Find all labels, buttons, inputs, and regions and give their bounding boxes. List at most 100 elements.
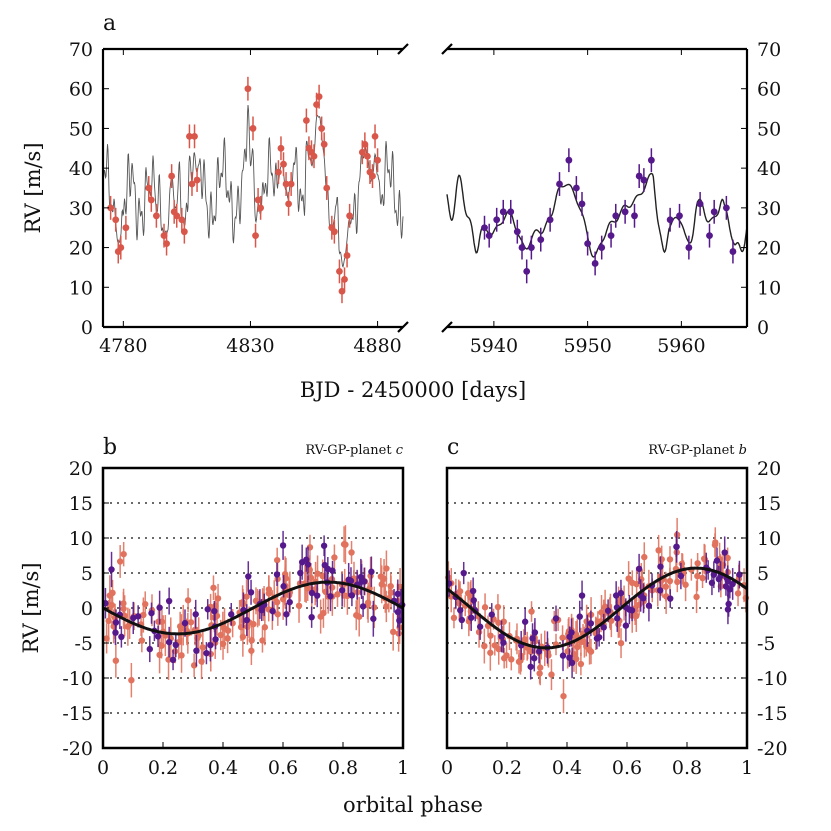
data-marker [287, 180, 295, 188]
data-marker [666, 577, 674, 585]
data-point [552, 633, 560, 656]
data-marker [184, 597, 192, 604]
data-point [315, 84, 323, 109]
data-marker [724, 554, 731, 562]
data-marker [559, 652, 567, 659]
data-point [576, 600, 583, 633]
data-marker [369, 172, 376, 180]
data-point [586, 635, 593, 665]
y-tick-label: -20 [62, 738, 93, 760]
data-marker [625, 575, 632, 582]
data-point [706, 223, 713, 248]
data-marker [531, 629, 539, 636]
data-marker [275, 168, 282, 176]
data-point [210, 575, 217, 601]
data-marker [274, 611, 282, 618]
y-tick-label: 60 [69, 79, 93, 101]
x-tick-label: 5960 [657, 335, 705, 357]
panel-label: a [103, 11, 116, 36]
data-point [331, 544, 338, 571]
data-marker [715, 575, 723, 583]
data-marker [212, 636, 219, 643]
data-point [193, 168, 201, 192]
x-tick-label: 4880 [353, 335, 401, 357]
data-point [513, 219, 521, 244]
data-marker [655, 547, 662, 554]
data-marker [394, 590, 401, 598]
data-point [214, 583, 222, 613]
data-point [621, 199, 629, 224]
data-point [521, 608, 529, 636]
data-point [494, 594, 502, 620]
data-marker [641, 553, 648, 561]
data-point [552, 605, 560, 632]
data-marker [529, 635, 536, 642]
data-point [308, 606, 315, 628]
y-axis-label: RV [m/s] [19, 562, 43, 653]
data-point [645, 590, 653, 622]
data-marker [323, 184, 331, 192]
data-marker [494, 603, 502, 611]
data-point [527, 235, 535, 260]
data-marker [667, 595, 674, 602]
data-marker [600, 624, 607, 631]
data-point [667, 589, 674, 608]
x-tick-label: 0.4 [208, 757, 238, 779]
data-point [107, 195, 115, 220]
data-point [710, 561, 718, 589]
data-marker [389, 628, 397, 636]
data-marker [374, 156, 381, 164]
data-marker [647, 156, 655, 164]
data-point [257, 195, 265, 220]
data-point [358, 564, 365, 599]
data-marker [612, 212, 620, 220]
y-tick-label: 20 [757, 238, 781, 260]
data-marker [358, 148, 366, 156]
data-marker [120, 605, 127, 612]
data-marker [320, 140, 328, 148]
data-point [635, 553, 643, 584]
data-point [359, 595, 367, 617]
data-point [348, 540, 355, 565]
data-point [607, 223, 615, 248]
x-tick-label: 4780 [99, 335, 147, 357]
data-marker [383, 603, 390, 610]
data-point [108, 551, 115, 588]
data-point [327, 581, 334, 612]
y-tick-label: -15 [62, 703, 93, 725]
data-marker [734, 590, 742, 597]
data-marker [252, 232, 259, 240]
data-point [156, 636, 163, 674]
y-tick-label: -5 [74, 633, 93, 655]
data-point [677, 562, 685, 590]
data-marker [622, 622, 630, 629]
data-marker [147, 196, 155, 204]
data-point [259, 628, 266, 653]
y-tick-label: -20 [757, 738, 788, 760]
data-point [394, 596, 402, 628]
model-curve [446, 172, 748, 258]
data-marker [334, 591, 341, 598]
data-marker [145, 184, 153, 192]
data-marker [280, 583, 287, 590]
data-point [298, 544, 306, 580]
data-point [584, 231, 592, 256]
panel-a-right: 5940 5950 5960 0 10 20 30 40 50 60 70 [441, 39, 781, 357]
data-marker [666, 556, 674, 563]
x-tick-label: 0.8 [672, 757, 702, 779]
data-marker [493, 216, 501, 224]
data-point [537, 227, 545, 252]
y-tick-label: 0 [757, 598, 769, 620]
data-marker [277, 144, 285, 152]
data-point [572, 176, 580, 200]
y-tick-label: 10 [69, 277, 93, 299]
data-point [287, 172, 295, 196]
data-point [578, 580, 586, 611]
data-marker [713, 557, 721, 564]
data-point [389, 613, 397, 651]
data-point [184, 588, 192, 613]
data-point [187, 608, 195, 636]
data-marker [527, 663, 534, 670]
panel-label: b [103, 435, 117, 460]
data-point [460, 561, 467, 585]
